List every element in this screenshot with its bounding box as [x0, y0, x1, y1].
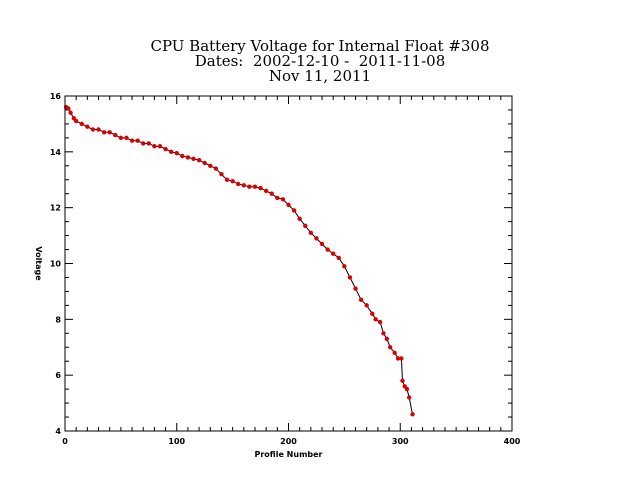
- y-tick-label: 16: [50, 92, 62, 101]
- data-point: [263, 188, 269, 194]
- data-point: [135, 138, 140, 143]
- data-point: [152, 144, 157, 149]
- data-point: [208, 163, 213, 168]
- data-point: [331, 251, 336, 256]
- data-point: [384, 336, 390, 342]
- data-point: [364, 303, 369, 308]
- data-point: [68, 110, 73, 115]
- data-point: [297, 216, 302, 222]
- data-point: [358, 297, 364, 302]
- data-point: [107, 130, 112, 135]
- data-point: [241, 183, 246, 188]
- data-point: [124, 135, 129, 141]
- y-tick-label: 4: [55, 427, 61, 436]
- tick-labels: 0 100 200 300 400 4 6 8 10 12 14 16: [50, 92, 521, 446]
- data-point: [163, 146, 168, 152]
- axis-ticks: [64, 95, 513, 432]
- x-tick-label: 300: [392, 437, 409, 446]
- data-point: [336, 255, 341, 261]
- x-tick-label: 200: [280, 437, 297, 446]
- data-point: [180, 153, 185, 159]
- data-point: [280, 197, 286, 202]
- x-tick-label: 400: [504, 437, 521, 446]
- x-tick-label: 0: [62, 437, 68, 446]
- y-tick-label: 12: [50, 204, 61, 213]
- data-point: [395, 356, 401, 361]
- data-point: [291, 208, 297, 213]
- data-point: [258, 185, 263, 191]
- data-point: [79, 121, 84, 127]
- data-point: [275, 195, 280, 201]
- chart-title-line-1: CPU Battery Voltage for Internal Float #…: [150, 37, 490, 55]
- y-tick-label: 14: [50, 148, 62, 157]
- data-point: [129, 138, 135, 143]
- data-point: [141, 141, 146, 146]
- chart-title-line-2: Dates: 2002-12-10 - 2011-11-08: [194, 52, 446, 70]
- data-point: [342, 264, 347, 269]
- data-point: [213, 166, 219, 171]
- series-layer: [63, 104, 415, 417]
- data-point: [247, 184, 252, 189]
- data-point: [319, 241, 325, 247]
- data-point: [202, 160, 207, 166]
- data-point: [353, 286, 358, 291]
- x-tick-label: 100: [168, 437, 185, 446]
- data-point: [146, 141, 152, 146]
- plot-frame: [64, 95, 513, 432]
- data-point: [269, 191, 274, 196]
- data-point: [174, 151, 179, 156]
- data-point: [404, 386, 410, 392]
- data-point: [168, 149, 174, 155]
- data-point: [157, 144, 163, 149]
- data-point: [308, 230, 314, 235]
- data-point: [96, 127, 101, 132]
- data-point: [347, 275, 353, 280]
- data-point: [196, 158, 202, 163]
- data-point: [191, 156, 196, 162]
- data-point: [185, 155, 191, 160]
- data-point: [303, 223, 308, 229]
- data-point: [230, 178, 235, 184]
- y-tick-label: 8: [55, 315, 61, 324]
- data-point: [392, 350, 397, 356]
- data-point: [236, 181, 241, 187]
- data-point: [252, 184, 258, 189]
- data-point: [73, 118, 79, 124]
- data-point: [219, 171, 224, 177]
- data-point: [370, 311, 375, 316]
- data-point: [101, 130, 107, 135]
- data-point: [66, 106, 71, 111]
- y-tick-label: 10: [50, 260, 62, 269]
- data-point: [399, 356, 404, 361]
- series-line: [65, 106, 413, 415]
- data-point: [373, 317, 378, 322]
- data-point: [90, 127, 96, 132]
- data-point: [381, 331, 386, 336]
- data-point: [118, 135, 124, 141]
- y-axis-label: Voltage: [34, 246, 43, 281]
- data-point: [85, 124, 90, 129]
- data-point: [410, 412, 415, 417]
- data-point: [113, 132, 118, 138]
- y-tick-label: 6: [55, 371, 61, 380]
- data-point: [400, 378, 405, 383]
- data-point: [377, 319, 383, 325]
- data-point: [314, 236, 319, 241]
- data-point: [325, 247, 330, 252]
- data-point: [286, 202, 291, 208]
- data-point: [406, 395, 412, 400]
- chart-title-line-3: Nov 11, 2011: [268, 67, 372, 85]
- data-point: [387, 345, 393, 350]
- data-point: [224, 177, 230, 182]
- x-axis-label: Profile Number: [254, 450, 322, 459]
